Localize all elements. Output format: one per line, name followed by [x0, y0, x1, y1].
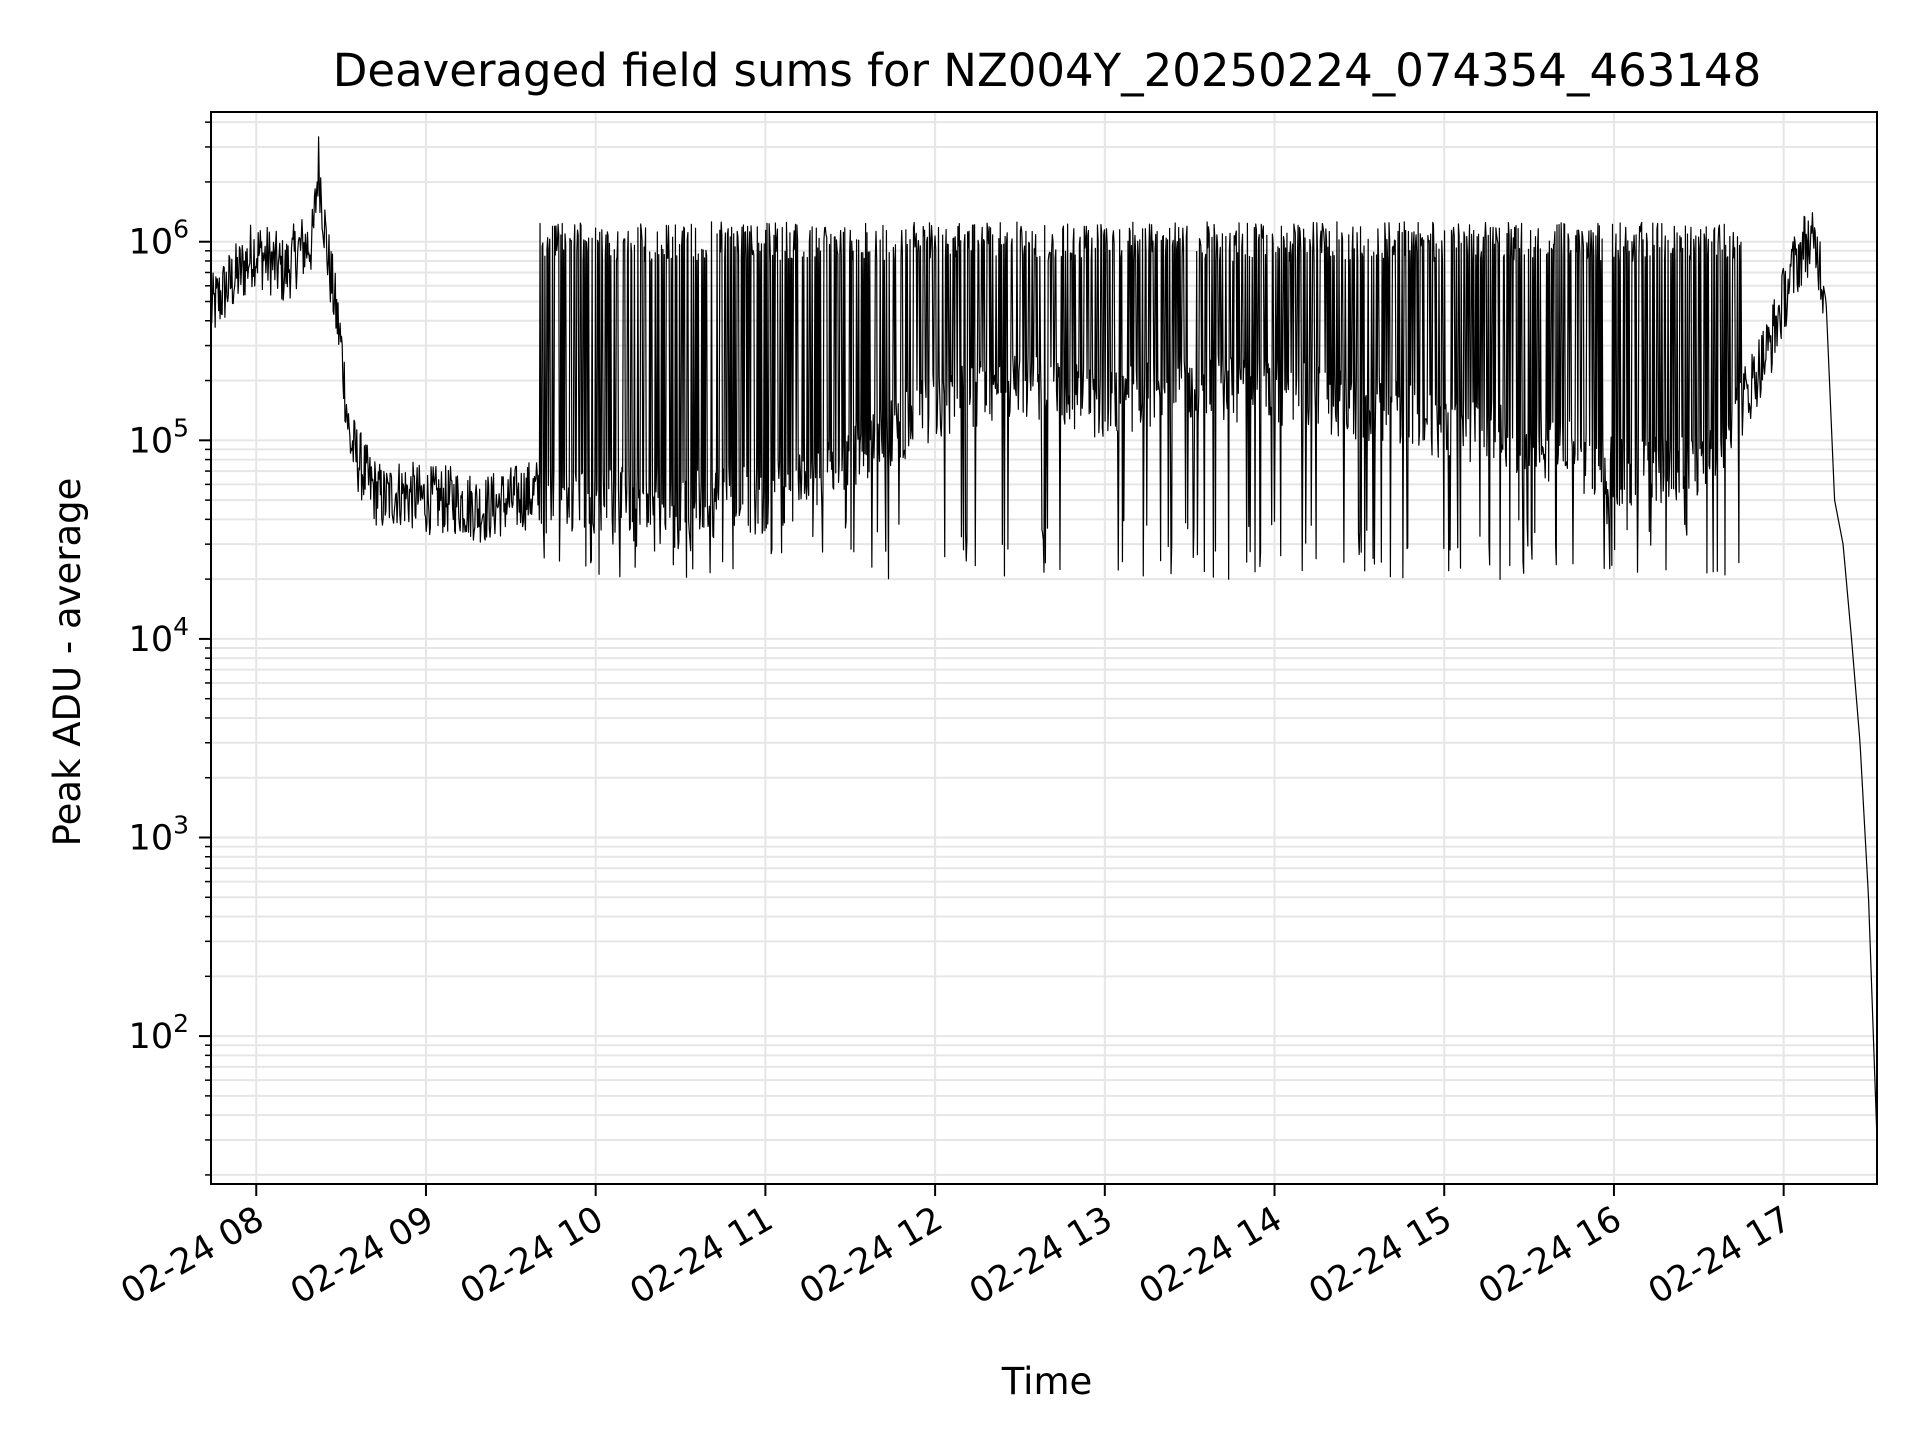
y-axis-label: Peak ADU - average — [46, 478, 89, 847]
y-tick-label-exponent: 4 — [173, 612, 189, 641]
y-tick-label: 102 — [129, 1009, 189, 1057]
x-axis-label: Time — [1001, 1360, 1093, 1403]
y-tick-label: 106 — [129, 215, 189, 263]
y-tick-label-exponent: 6 — [173, 215, 189, 244]
y-tick-label-exponent: 5 — [173, 413, 189, 442]
y-tick-label-exponent: 2 — [173, 1009, 189, 1038]
plot-area — [210, 136, 1878, 1140]
y-tick-label-base: 10 — [129, 223, 174, 263]
y-tick-label: 104 — [129, 612, 189, 660]
y-tick-label-exponent: 3 — [173, 811, 189, 840]
y-tick-label-base: 10 — [129, 620, 174, 660]
y-tick-label-base: 10 — [129, 1017, 174, 1057]
y-tick-label-base: 10 — [129, 819, 174, 859]
series-line — [210, 136, 1878, 1140]
chart-title: Deaveraged field sums for NZ004Y_2025022… — [333, 44, 1762, 97]
y-tick-label: 105 — [129, 413, 189, 461]
y-tick-label: 103 — [129, 811, 189, 859]
y-tick-label-base: 10 — [129, 421, 174, 461]
